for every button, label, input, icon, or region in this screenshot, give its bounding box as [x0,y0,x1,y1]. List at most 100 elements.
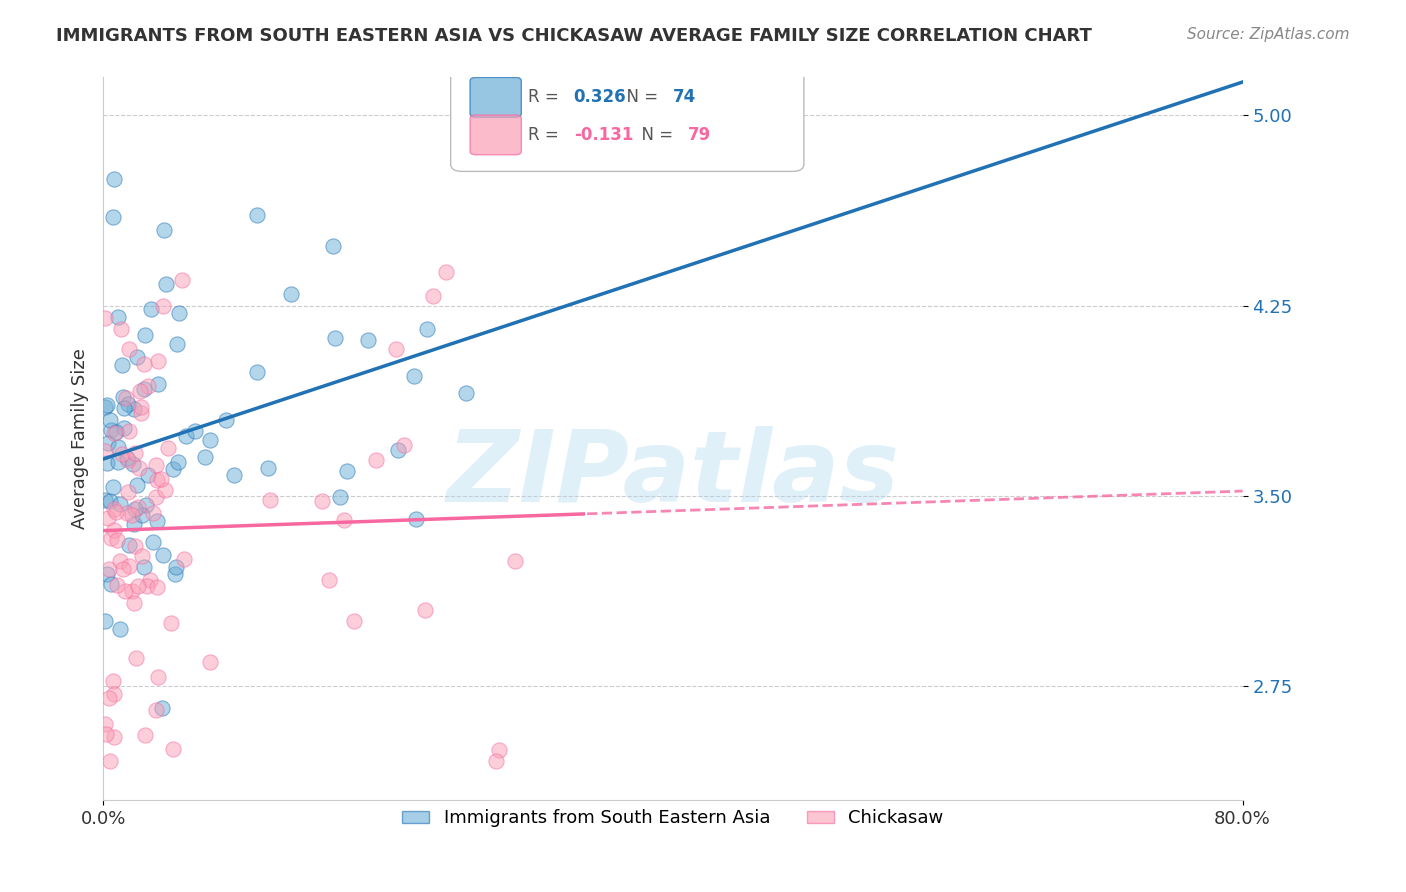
Point [322,239,344,253]
Point [125,477,148,491]
Point [122,402,145,417]
Point [111,446,134,460]
Point [117,453,139,467]
Point [104,425,127,439]
Point [384,342,406,356]
Text: N =: N = [631,127,678,145]
Point [108,622,131,636]
Point [166,337,188,351]
Point [125,350,148,364]
Point [146,473,169,487]
Point [485,754,508,768]
Point [311,494,333,508]
Point [105,505,128,519]
Point [145,514,167,528]
Point [117,450,139,465]
Point [184,424,207,438]
Point [141,534,163,549]
Point [117,424,139,438]
Point [108,497,131,511]
Point [103,172,125,186]
Point [488,742,510,756]
Point [405,512,427,526]
Point [124,446,146,460]
FancyBboxPatch shape [470,78,522,117]
Point [100,577,122,591]
Point [103,425,125,440]
Point [142,506,165,520]
Point [112,390,135,404]
Point [111,358,134,372]
Point [112,421,135,435]
Point [127,579,149,593]
Point [422,289,444,303]
FancyBboxPatch shape [470,115,522,155]
Point [96,567,118,582]
Point [107,440,129,454]
Point [122,517,145,532]
Point [173,552,195,566]
Point [174,429,197,443]
Point [333,513,356,527]
Point [155,483,177,497]
Point [257,461,280,475]
Point [96,510,118,524]
Point [101,479,124,493]
Point [153,222,176,236]
Point [97,436,120,450]
Point [134,728,156,742]
Point [323,331,346,345]
Point [139,573,162,587]
Point [194,450,217,464]
Point [103,687,125,701]
Point [503,553,526,567]
Y-axis label: Average Family Size: Average Family Size [72,349,89,529]
Point [93,400,115,414]
Point [366,453,388,467]
Point [121,584,143,599]
Point [93,717,115,731]
Point [112,401,135,416]
Point [343,614,366,628]
Legend: Immigrants from South Eastern Asia, Chickasaw: Immigrants from South Eastern Asia, Chic… [395,802,950,835]
Point [94,614,117,628]
Point [198,655,221,669]
Point [416,322,439,336]
Point [118,558,141,573]
Point [128,460,150,475]
Point [415,602,437,616]
Point [280,287,302,301]
Point [167,455,190,469]
Text: 74: 74 [673,88,696,106]
Point [100,531,122,545]
Point [100,423,122,437]
Point [157,441,180,455]
Point [146,377,169,392]
Point [139,301,162,316]
Point [103,523,125,537]
Point [132,560,155,574]
Point [145,458,167,472]
Text: IMMIGRANTS FROM SOUTH EASTERN ASIA VS CHICKASAW AVERAGE FAMILY SIZE CORRELATION : IMMIGRANTS FROM SOUTH EASTERN ASIA VS CH… [56,27,1092,45]
Point [150,472,173,486]
Point [136,468,159,483]
Text: 79: 79 [688,127,711,145]
Text: ZIPatlas: ZIPatlas [446,426,900,524]
Point [136,579,159,593]
Point [129,384,152,398]
Point [131,549,153,563]
Point [93,311,115,326]
Point [454,385,477,400]
Point [159,615,181,630]
Point [103,502,125,516]
Point [117,397,139,411]
Point [163,567,186,582]
Point [146,670,169,684]
Point [150,700,173,714]
Point [167,306,190,320]
Text: R =: R = [529,88,564,106]
Point [124,650,146,665]
Point [118,538,141,552]
Point [107,310,129,325]
Point [387,443,409,458]
